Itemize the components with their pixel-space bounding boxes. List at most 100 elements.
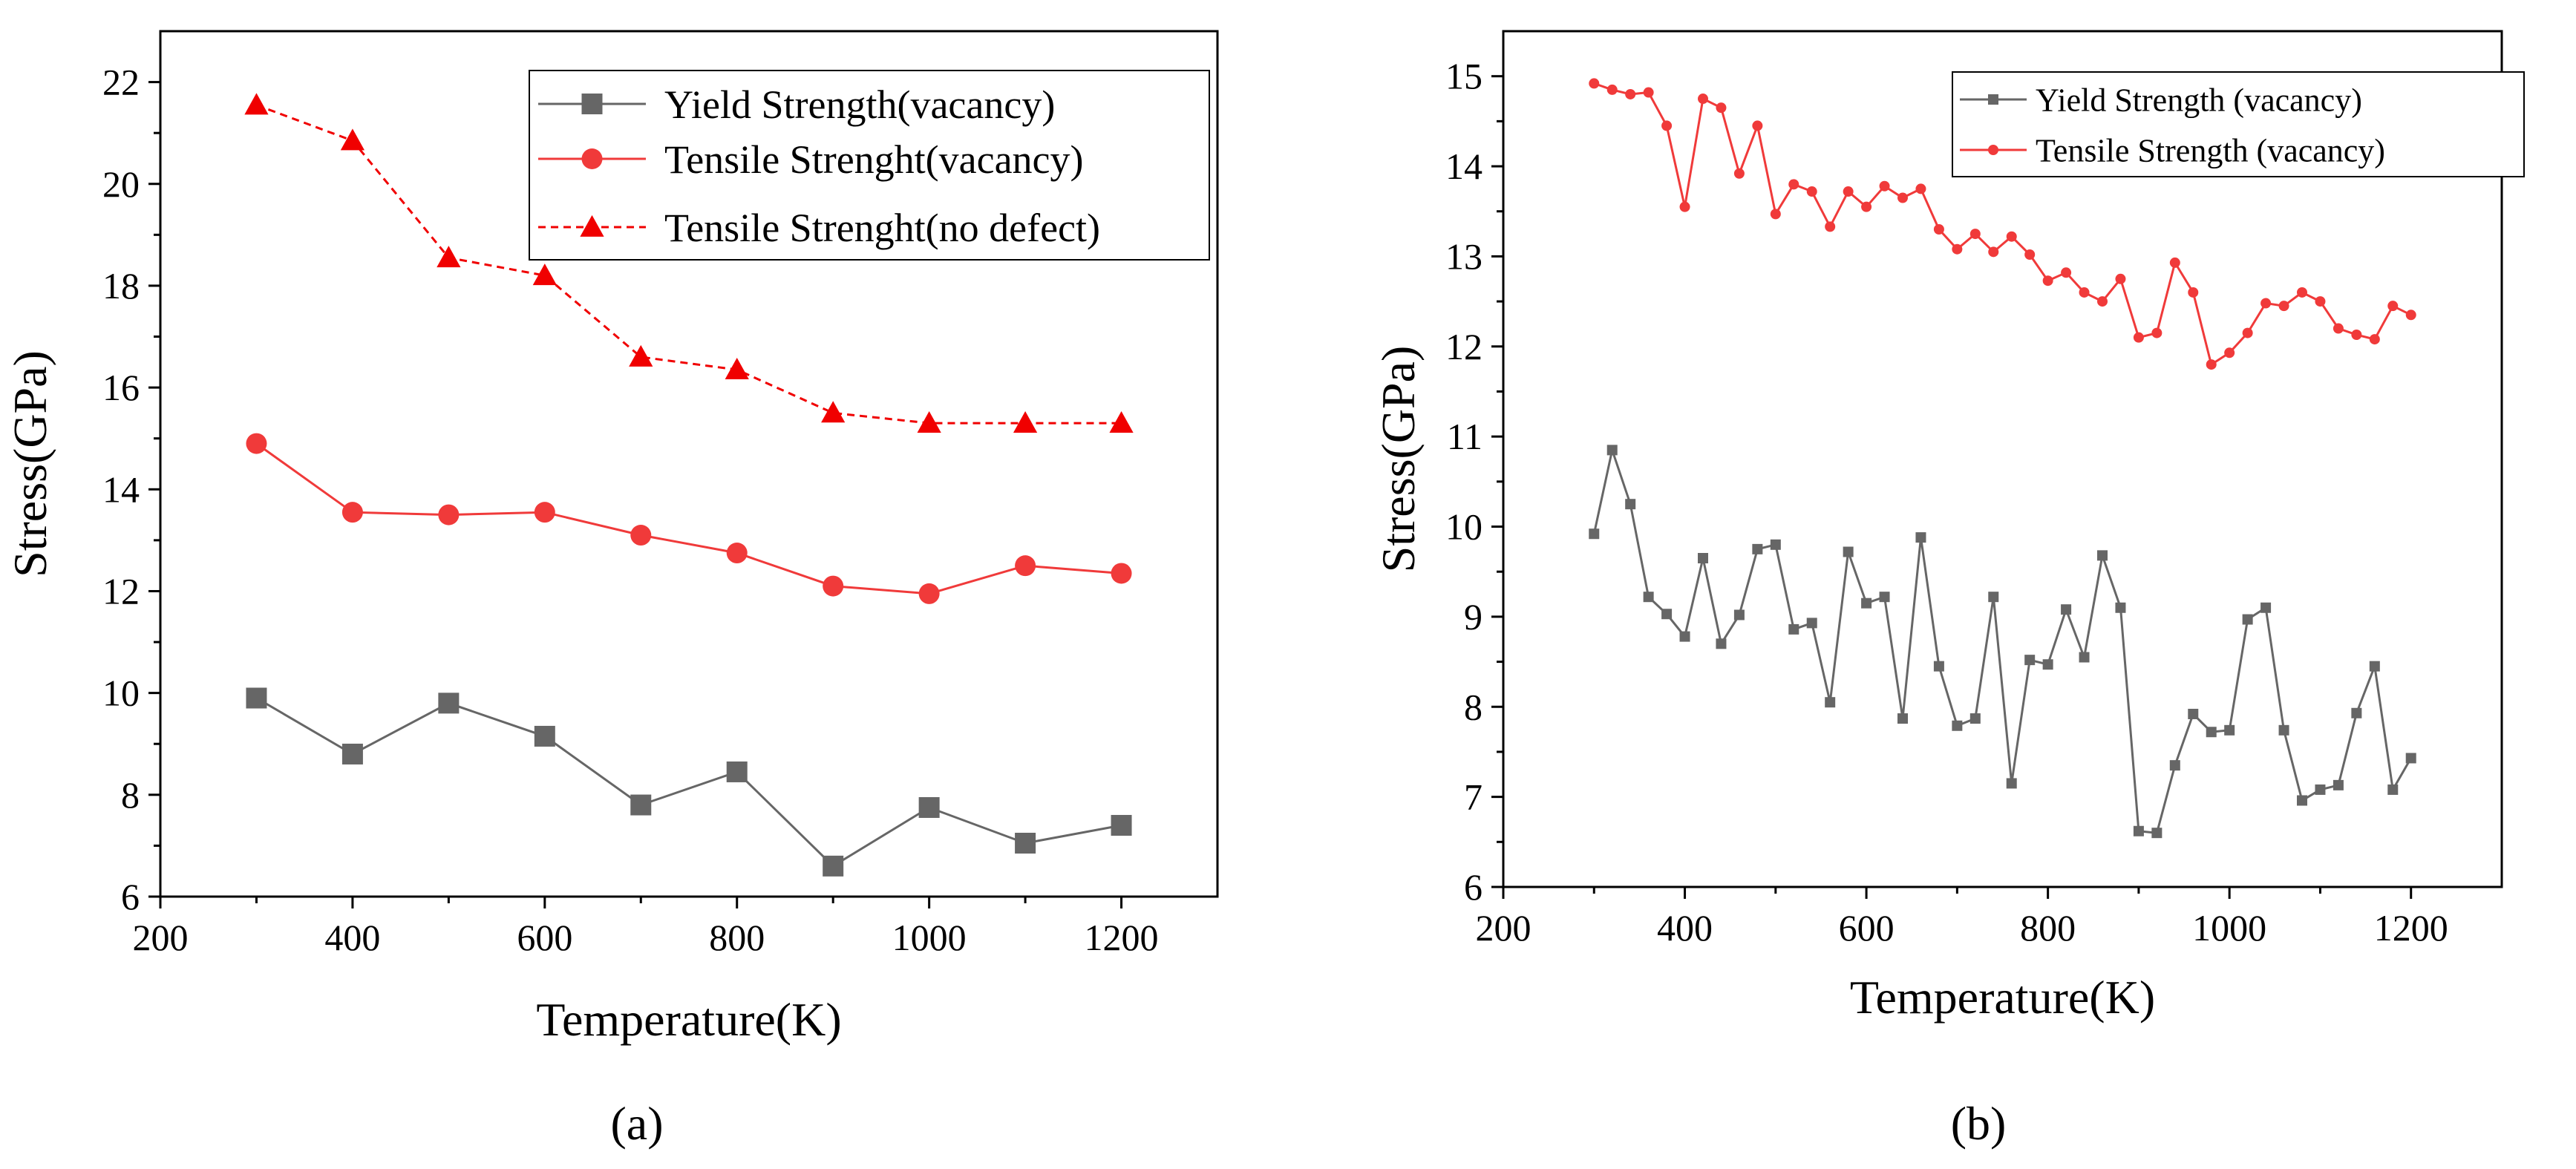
panel-a-series-2-point	[1111, 563, 1132, 584]
panel-a-legend-marker-2	[581, 148, 603, 169]
panel-b-series-1-point	[2333, 779, 2344, 790]
panel-a-series-3-point	[725, 358, 749, 379]
panel-b-series-1-point	[1643, 592, 1654, 603]
panel-b-series-2-point	[1825, 221, 1836, 232]
panel-a-series-3-point	[437, 246, 461, 268]
panel-b-series-2-point	[1661, 120, 1673, 131]
panel-a-y-tick-label: 22	[102, 62, 140, 103]
panel-b-legend-label-2: Tensile Strength (vacancy)	[2036, 132, 2385, 168]
panel-a-y-tick-label: 16	[102, 367, 140, 408]
panel-b-series-2-point	[1716, 102, 1727, 114]
panel-a-series-3-point	[629, 344, 653, 367]
panel-b-y-tick-label: 13	[1445, 235, 1482, 277]
panel-a-x-tick-label: 1000	[892, 917, 967, 958]
panel-b-series-2-point	[1915, 183, 1926, 194]
panel-b-series-1-point	[2369, 661, 2380, 672]
panel-a-series-line-1	[255, 697, 1122, 868]
panel-a-series-3-point	[340, 128, 365, 151]
panel-a-series-2-point	[630, 525, 652, 546]
panel-b-series-1-point	[2042, 659, 2053, 670]
panel-a-y-tick-label: 14	[102, 468, 140, 510]
panel-b-series-2-point	[1698, 94, 1708, 105]
panel-a-series-2-point	[438, 504, 460, 525]
panel-label-b: (b)	[1951, 1097, 2007, 1150]
panel-b-series-1-point	[1589, 528, 1600, 540]
panel-a-y-tick-label: 12	[102, 570, 140, 612]
panel-b-series-1-point	[2115, 602, 2126, 613]
panel-b-series-1-point	[1897, 713, 1908, 724]
panel-b-series-1-point	[1752, 543, 1763, 554]
panel-a-series-line-3	[255, 104, 1122, 425]
panel-a-legend-label-2: Tensile Strenght(vacancy)	[664, 137, 1084, 182]
panel-a-series-2-point	[918, 583, 940, 604]
panel-a-series-3-point	[1013, 411, 1038, 433]
panel-b-series-1-point	[2260, 602, 2272, 613]
panel-b-y-tick-label: 11	[1447, 416, 1482, 457]
panel-b-y-tick-label: 8	[1464, 686, 1482, 727]
panel-a-series-3-point	[244, 93, 269, 115]
panel-a-x-tick-label: 600	[517, 917, 572, 958]
panel-a-series-3-point	[532, 263, 557, 286]
panel-a-series-3-point	[821, 401, 846, 423]
panel-b-y-tick-label: 6	[1464, 866, 1482, 908]
panel-a-legend-label-1: Yield Strength(vacancy)	[664, 82, 1055, 127]
panel-b-series-2-point	[2097, 296, 2108, 307]
panel-b-series-2-point	[1952, 243, 1963, 255]
panel-a-series-1-point	[630, 794, 652, 816]
panel-b-series-2-point	[2079, 286, 2090, 298]
panel-b-x-tick-label: 600	[1839, 907, 1895, 949]
panel-a-series-1-point	[341, 743, 363, 764]
panel-b-series-2-point	[1770, 209, 1781, 220]
panel-b-series-1-point	[1988, 592, 1999, 603]
panel-b-y-tick-label: 7	[1464, 776, 1482, 818]
panel-a-y-tick-label: 20	[102, 163, 140, 205]
panel-a-series-1-point	[1015, 832, 1036, 854]
panel-a-y-tick-label: 18	[102, 265, 140, 307]
panel-b-series-2-point	[2206, 359, 2217, 370]
panel-b-series-2-point	[2024, 249, 2036, 260]
panel-a-series-3-point	[917, 411, 941, 433]
panel-b-series-1-point	[2315, 784, 2326, 795]
panel-b-y-tick-label: 12	[1445, 326, 1482, 367]
panel-b-plot-frame	[1502, 30, 2503, 888]
panel-b-series-2-point	[2260, 298, 2272, 309]
panel-b-series-2-point	[2169, 257, 2180, 268]
panel-b-series-1-point	[2351, 707, 2362, 718]
panel-b-series-1-point	[1716, 638, 1727, 649]
panel-b-x-tick-label: 400	[1657, 907, 1713, 949]
panel-b-series-1-point	[2387, 784, 2399, 795]
panel-b-series-2-point	[2387, 301, 2399, 312]
panel-b-x-tick-label: 1000	[2192, 907, 2266, 949]
panel-b-series-2-point	[1643, 87, 1654, 98]
panel-b-series-1-point	[2188, 708, 2199, 719]
panel-b-series-1-point	[2297, 795, 2307, 806]
panel-b-series-2-point	[2369, 334, 2380, 345]
panel-b-series-2-point	[2151, 327, 2163, 338]
panel-a-series-1-point	[823, 855, 844, 877]
panel-b-series-1-point	[1770, 539, 1781, 550]
panel-b-series-1-point	[2079, 652, 2090, 663]
panel-b-series-2-point	[1679, 201, 1690, 212]
panel-a-chart: 200 400 600 800 1000 1200 6 8 10 12 14 16 18 20 22 Temp…	[4, 30, 1219, 1046]
panel-b-series-2-point	[2042, 275, 2053, 286]
panel-b-series-1-point	[2224, 724, 2235, 736]
panel-b-series-1-point	[2133, 825, 2144, 836]
panel-b-series-1-point	[1661, 609, 1673, 620]
panel-b-y-axis-title: Stress(GPa)	[1372, 346, 1425, 573]
panel-a-series-1-point	[1111, 814, 1132, 836]
panel-b-x-axis-title: Temperature(K)	[1850, 971, 2155, 1024]
panel-b-series-1-point	[1933, 661, 1944, 672]
panel-b-series-2-point	[1988, 246, 1999, 258]
panel-b-series-2-point	[1788, 179, 1799, 190]
panel-b-y-tick-label: 15	[1445, 56, 1482, 97]
panel-b-series-1-point	[1788, 623, 1799, 635]
panel-b-series-2-point	[2224, 347, 2235, 358]
panel-a-x-tick-label: 800	[709, 917, 765, 958]
panel-b-series-2-point	[1879, 180, 1890, 191]
panel-a-series-2-point	[246, 433, 267, 454]
panel-b-legend-marker-1	[1988, 94, 1998, 105]
panel-b-series-1-point	[1879, 592, 1890, 603]
panel-a-series-2-point	[1015, 555, 1036, 577]
panel-b-series-1-point	[2278, 724, 2289, 736]
